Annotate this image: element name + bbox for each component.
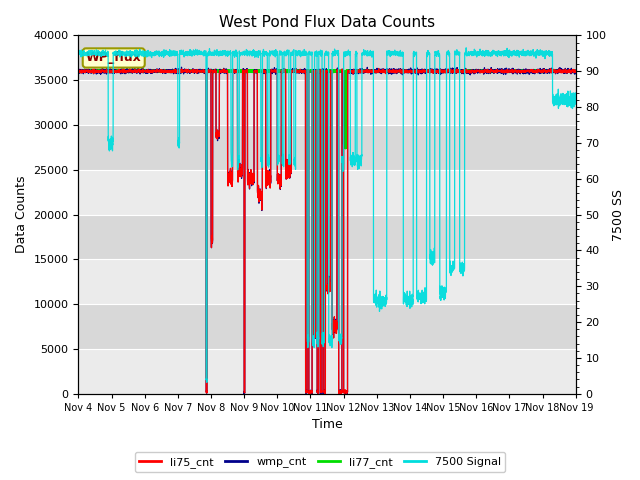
- Bar: [79, 304, 576, 349]
- Bar: [79, 170, 576, 215]
- X-axis label: Time: Time: [312, 419, 342, 432]
- Bar: [79, 259, 576, 304]
- Bar: [79, 80, 576, 125]
- Legend: li75_cnt, wmp_cnt, li77_cnt, 7500 Signal: li75_cnt, wmp_cnt, li77_cnt, 7500 Signal: [135, 452, 505, 472]
- Y-axis label: Data Counts: Data Counts: [15, 176, 28, 253]
- Bar: [79, 349, 576, 394]
- Text: WP_flux: WP_flux: [86, 51, 141, 64]
- Title: West Pond Flux Data Counts: West Pond Flux Data Counts: [219, 15, 435, 30]
- Bar: [79, 215, 576, 259]
- Bar: [79, 36, 576, 80]
- Bar: [79, 125, 576, 170]
- Y-axis label: 7500 SS: 7500 SS: [612, 189, 625, 240]
